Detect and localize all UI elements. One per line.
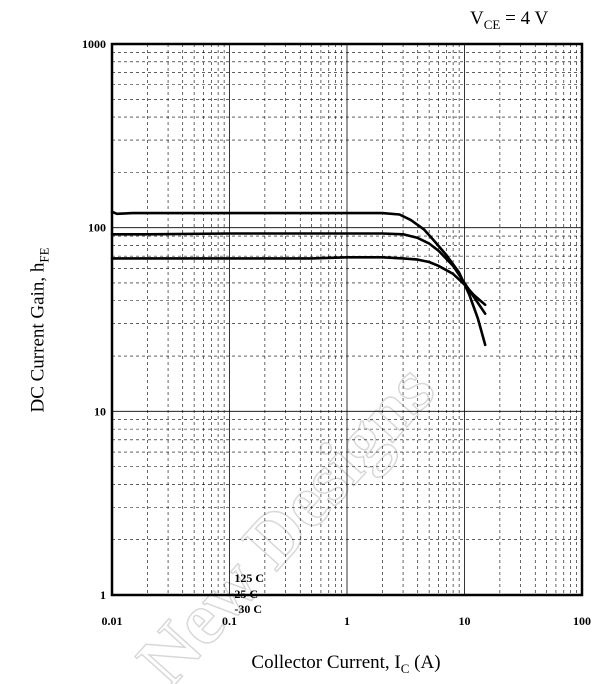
watermark: New Designs [121, 348, 452, 684]
series-line-1 [110, 232, 487, 316]
condition-sub: CE [483, 16, 501, 32]
watermark-text: New Designs [122, 349, 451, 684]
y-axis-label-sub: FE [36, 247, 52, 263]
series-label-2: -30 C [234, 602, 262, 616]
x-axis-label: Collector Current, IC (A) [251, 652, 440, 677]
series-label-0: 125 C [234, 571, 264, 585]
test-condition: VCE = 4 V [470, 8, 548, 33]
plot-frame [110, 42, 584, 597]
y-tick-label: 1000 [82, 37, 106, 51]
condition-main: V [470, 8, 484, 29]
x-tick-label: 1 [344, 614, 350, 628]
y-tick-label: 10 [94, 404, 106, 418]
x-tick-label: 0.1 [222, 614, 237, 628]
y-axis-label-main: DC Current Gain, h [27, 262, 49, 413]
x-axis-label-sub: C [400, 660, 410, 676]
x-axis-label-rest: (A) [409, 652, 441, 673]
series-line-2 [110, 255, 487, 307]
y-axis-label: DC Current Gain, hFE [28, 247, 53, 412]
condition-rest: = 4 V [500, 8, 549, 29]
grid [112, 44, 582, 595]
y-tick-label: 1 [100, 588, 106, 602]
series-labels: 125 C 25 C-30 C [234, 571, 264, 616]
x-axis-label-main: Collector Current, I [251, 652, 401, 673]
x-tick-label: 10 [459, 614, 471, 628]
series-label-1: 25 C [234, 587, 258, 601]
tick-labels: 0.01 0.1 1 10 100 1 10 100 1000 [82, 37, 591, 628]
series-lines [110, 210, 487, 347]
y-tick-label: 100 [88, 221, 106, 235]
x-tick-label: 0.01 [102, 614, 123, 628]
x-tick-label: 100 [573, 614, 591, 628]
